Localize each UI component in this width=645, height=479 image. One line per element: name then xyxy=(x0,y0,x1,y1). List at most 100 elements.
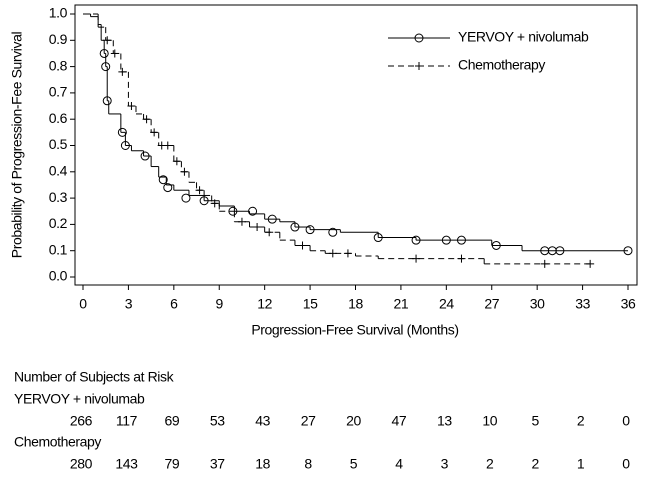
risk-count: 13 xyxy=(437,413,452,429)
x-tick-label: 33 xyxy=(575,296,590,312)
risk-count: 5 xyxy=(350,456,358,472)
x-tick-label: 27 xyxy=(484,296,499,312)
x-tick-label: 36 xyxy=(621,296,636,312)
risk-count: 8 xyxy=(304,456,312,472)
risk-count: 69 xyxy=(164,413,179,429)
censor-mark xyxy=(305,225,315,235)
censor-mark xyxy=(102,96,112,106)
y-tick-label: 0.8 xyxy=(49,57,68,73)
x-tick-label: 3 xyxy=(125,296,133,312)
censor-mark xyxy=(127,102,136,111)
censor-mark xyxy=(555,246,565,256)
legend-marker xyxy=(414,33,424,43)
censor-mark xyxy=(328,227,338,237)
censor-mark xyxy=(253,223,262,232)
risk-count: 27 xyxy=(301,413,316,429)
y-tick-label: 0.0 xyxy=(49,268,68,284)
risk-count: 37 xyxy=(210,456,225,472)
risk-count: 280 xyxy=(70,456,93,472)
legend-marker xyxy=(415,62,423,70)
censor-mark xyxy=(172,157,181,166)
censor-mark xyxy=(441,235,451,245)
risk-table-title: Number of Subjects at Risk xyxy=(14,369,175,385)
risk-row-label: Chemotherapy xyxy=(14,434,101,450)
x-tick-label: 9 xyxy=(216,296,224,312)
risk-count: 4 xyxy=(395,456,403,472)
censor-mark xyxy=(491,240,501,250)
legend-label: Chemotherapy xyxy=(458,57,545,73)
y-tick-label: 0.4 xyxy=(49,163,68,179)
x-tick-label: 21 xyxy=(394,296,409,312)
censor-mark xyxy=(343,249,352,258)
censor-mark xyxy=(210,199,219,208)
y-tick-label: 0.3 xyxy=(49,189,68,205)
risk-count: 10 xyxy=(482,413,497,429)
censor-mark xyxy=(163,183,173,193)
censor-mark xyxy=(140,151,150,161)
risk-count: 79 xyxy=(164,456,179,472)
censor-mark xyxy=(180,167,189,176)
censor-mark xyxy=(586,259,595,268)
x-tick-label: 0 xyxy=(79,296,87,312)
censor-mark xyxy=(411,235,421,245)
y-tick-label: 0.7 xyxy=(49,84,68,100)
x-tick-label: 12 xyxy=(257,296,272,312)
censor-mark xyxy=(110,49,119,58)
censor-mark xyxy=(290,222,300,232)
censor-mark xyxy=(265,228,274,237)
censor-mark xyxy=(120,141,130,150)
risk-count: 53 xyxy=(210,413,225,429)
x-tick-label: 15 xyxy=(303,296,318,312)
y-tick-label: 0.9 xyxy=(49,31,68,47)
censor-mark xyxy=(328,249,337,258)
risk-count: 117 xyxy=(116,413,138,429)
censor-mark xyxy=(99,48,109,58)
y-tick-label: 0.5 xyxy=(49,136,68,152)
risk-count: 3 xyxy=(441,456,449,472)
risk-count: 20 xyxy=(346,413,361,429)
risk-count: 143 xyxy=(115,456,138,472)
y-axis-label: Probability of Progression-Fee Survival xyxy=(9,32,25,259)
risk-row-label: YERVOY + nivolumab xyxy=(14,391,145,407)
risk-count: 266 xyxy=(70,413,93,429)
y-tick-label: 0.2 xyxy=(49,215,68,231)
censor-mark xyxy=(163,141,172,150)
censor-mark xyxy=(248,206,258,216)
censor-mark xyxy=(181,193,191,203)
y-tick-label: 0.1 xyxy=(49,241,68,257)
censor-mark xyxy=(150,128,159,137)
risk-count: 5 xyxy=(531,413,539,429)
risk-count: 43 xyxy=(255,413,270,429)
censor-mark xyxy=(199,196,209,206)
censor-mark xyxy=(101,62,111,72)
censor-mark xyxy=(412,254,421,263)
risk-count: 47 xyxy=(392,413,407,429)
risk-count: 18 xyxy=(255,456,270,472)
censor-mark xyxy=(456,235,466,245)
censor-mark xyxy=(237,217,246,226)
x-axis-label: Progression-Free Survival (Months) xyxy=(251,322,458,338)
censor-mark xyxy=(118,67,127,76)
censor-mark xyxy=(623,246,633,256)
risk-count: 2 xyxy=(531,456,539,472)
censor-mark xyxy=(158,175,168,185)
y-tick-label: 0.6 xyxy=(49,110,68,126)
censor-mark xyxy=(373,233,383,243)
x-tick-label: 24 xyxy=(439,296,454,312)
censor-mark xyxy=(117,127,127,137)
risk-count: 0 xyxy=(622,456,630,472)
risk-count: 2 xyxy=(486,456,494,472)
censor-mark xyxy=(103,36,112,45)
censor-mark xyxy=(195,186,204,195)
x-tick-label: 18 xyxy=(348,296,363,312)
legend-label: YERVOY + nivolumab xyxy=(458,29,589,45)
risk-count: 1 xyxy=(577,456,585,472)
y-tick-label: 1.0 xyxy=(49,5,68,21)
censor-mark xyxy=(142,115,151,124)
risk-count: 0 xyxy=(622,413,630,429)
censor-mark xyxy=(540,259,549,268)
x-tick-label: 30 xyxy=(530,296,545,312)
censor-mark xyxy=(298,241,307,250)
censor-mark xyxy=(267,214,277,224)
